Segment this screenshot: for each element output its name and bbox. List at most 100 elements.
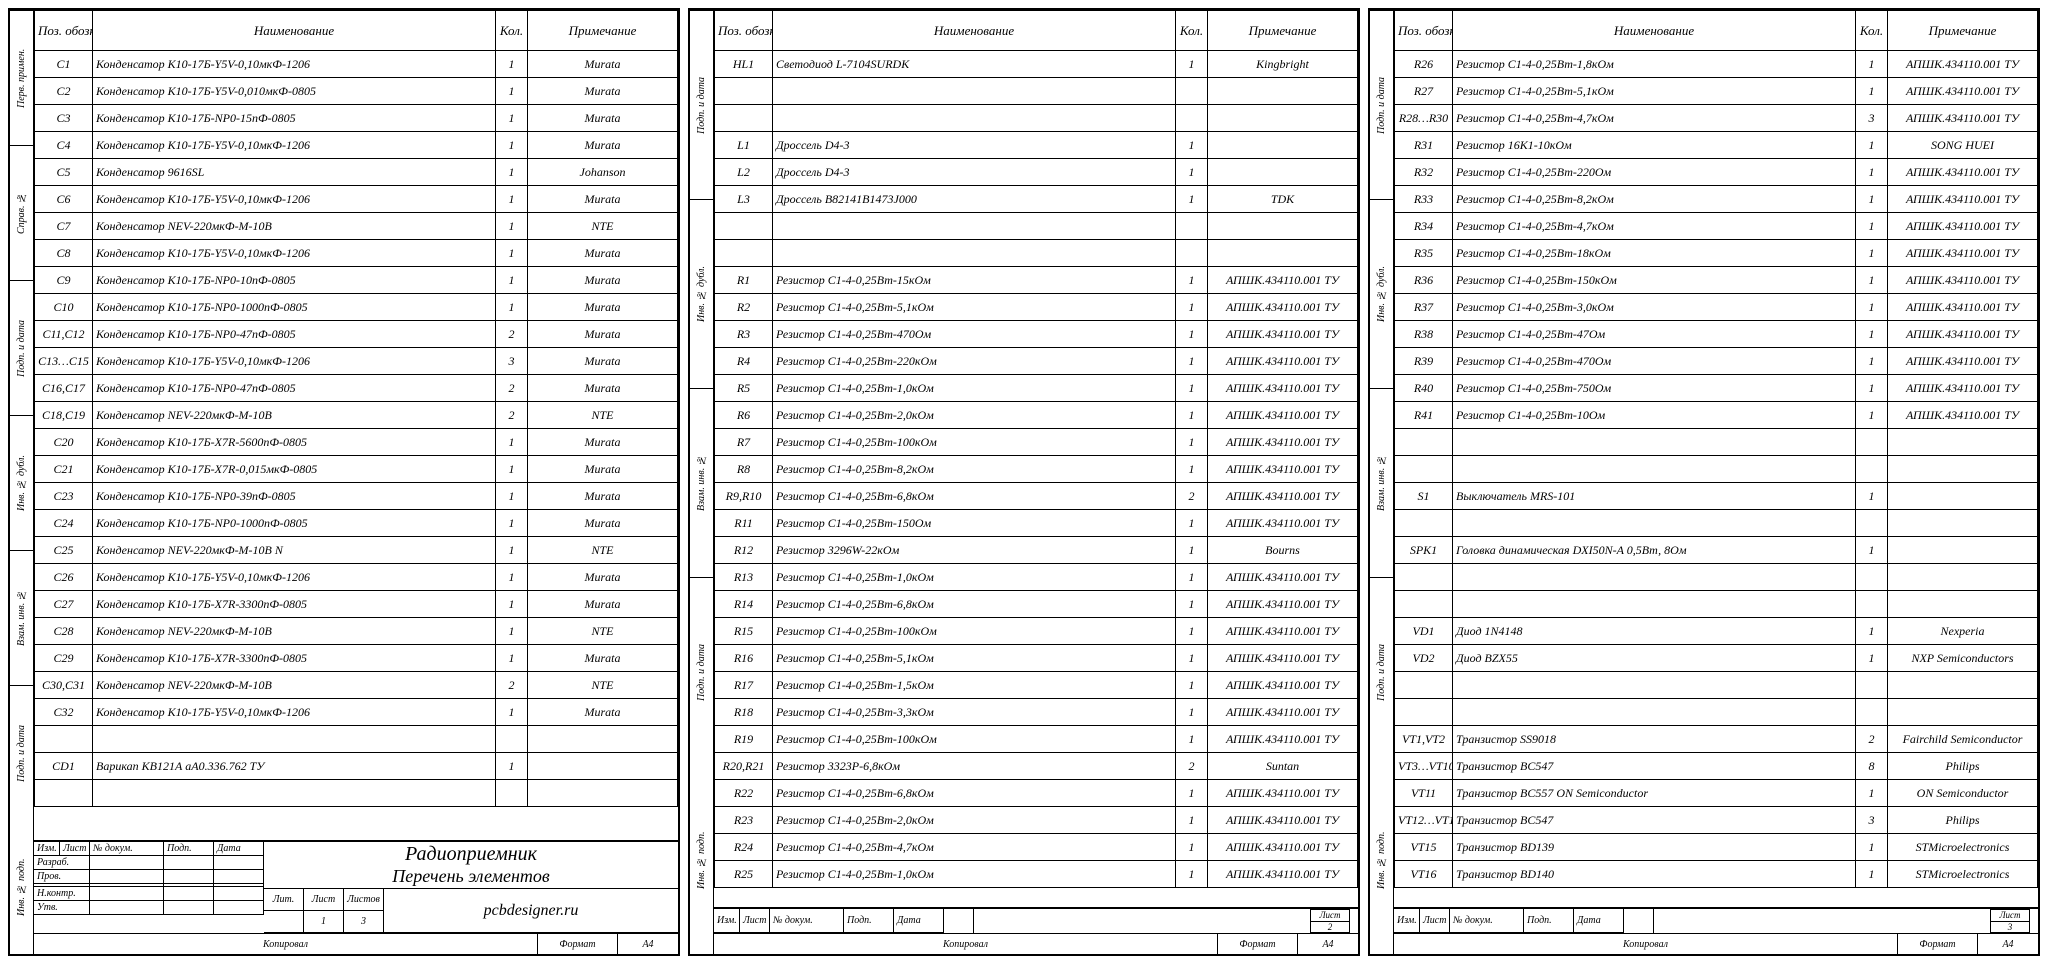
format-val: A4 bbox=[618, 934, 678, 954]
cell-pos: C30,C31 bbox=[35, 672, 93, 699]
cell-pos: R33 bbox=[1395, 186, 1453, 213]
cell-note: АПШК.434110.001 ТУ bbox=[1208, 375, 1358, 402]
table-row: C5Конденсатор 9616SL1Johanson bbox=[35, 159, 678, 186]
cell-qty: 8 bbox=[1856, 753, 1888, 780]
cell-pos bbox=[35, 726, 93, 753]
cell-note bbox=[1888, 456, 2038, 483]
cell-qty: 1 bbox=[1176, 456, 1208, 483]
cell-pos: C20 bbox=[35, 429, 93, 456]
cell-note: Murata bbox=[528, 429, 678, 456]
sheet-1: Перв. примен.Справ. №Подп. и датаИнв. № … bbox=[8, 8, 680, 956]
lit-label: Лит. bbox=[264, 889, 304, 911]
header-qty: Кол. bbox=[496, 11, 528, 51]
footer-1: Копировал Формат A4 bbox=[34, 933, 678, 954]
cell-note: АПШК.434110.001 ТУ bbox=[1888, 105, 2038, 132]
table-row: R28…R30Резистор С1-4-0,25Вт-4,7кОм3АПШК.… bbox=[1395, 105, 2038, 132]
cell-qty bbox=[1856, 429, 1888, 456]
cell-pos bbox=[1395, 429, 1453, 456]
cell-pos bbox=[1395, 591, 1453, 618]
cell-pos bbox=[715, 240, 773, 267]
format-label: Формат bbox=[538, 934, 618, 954]
cell-name: Резистор С1-4-0,25Вт-150кОм bbox=[1453, 267, 1856, 294]
cell-qty: 1 bbox=[496, 564, 528, 591]
sheet-3: Подп. и датаИнв. № дубл.Взам. инв. №Подп… bbox=[1368, 8, 2040, 956]
cell-name bbox=[1453, 429, 1856, 456]
table-row: R35Резистор С1-4-0,25Вт-18кОм1АПШК.43411… bbox=[1395, 240, 2038, 267]
cell-name: Выключатель MRS-101 bbox=[1453, 483, 1856, 510]
cell-pos: R32 bbox=[1395, 159, 1453, 186]
cell-name bbox=[1453, 510, 1856, 537]
cell-name: Светодиод L-7104SURDK bbox=[773, 51, 1176, 78]
cell-note: Murata bbox=[528, 699, 678, 726]
cell-qty: 1 bbox=[1176, 294, 1208, 321]
table-row: R19Резистор С1-4-0,25Вт-100кОм1АПШК.4341… bbox=[715, 726, 1358, 753]
cell-name: Конденсатор К10-17Б-Y5V-0,10мкФ-1206 bbox=[93, 240, 496, 267]
cell-qty: 1 bbox=[496, 753, 528, 780]
cell-name bbox=[1453, 456, 1856, 483]
cell-note bbox=[1208, 78, 1358, 105]
cell-name bbox=[93, 726, 496, 753]
cell-note bbox=[1888, 429, 2038, 456]
cell-pos: C11,C12 bbox=[35, 321, 93, 348]
cell-qty: 1 bbox=[1176, 159, 1208, 186]
table-row bbox=[1395, 429, 2038, 456]
sidebar-label: Инв. № подп. bbox=[690, 766, 713, 954]
table-row: VD2Диод BZX551NXP Semiconductors bbox=[1395, 645, 2038, 672]
bom-table-3: Поз. обознач. Наименование Кол. Примечан… bbox=[1394, 10, 2038, 888]
cell-pos: R7 bbox=[715, 429, 773, 456]
cell-qty: 1 bbox=[1856, 132, 1888, 159]
list-label-3: Лист bbox=[1991, 910, 2029, 922]
table-row: R8Резистор С1-4-0,25Вт-8,2кОм1АПШК.43411… bbox=[715, 456, 1358, 483]
table-row: C21Конденсатор К10-17Б-X7R-0,015мкФ-0805… bbox=[35, 456, 678, 483]
cell-qty: 1 bbox=[1176, 510, 1208, 537]
table-row: R12Резистор 3296W-22кОм1Bourns bbox=[715, 537, 1358, 564]
cell-name: Резистор С1-4-0,25Вт-3,3кОм bbox=[773, 699, 1176, 726]
table-row: R15Резистор С1-4-0,25Вт-100кОм1АПШК.4341… bbox=[715, 618, 1358, 645]
cell-note bbox=[1888, 672, 2038, 699]
cell-qty: 1 bbox=[1856, 861, 1888, 888]
cell-note: Murata bbox=[528, 591, 678, 618]
cell-qty: 1 bbox=[1176, 645, 1208, 672]
table-row: R20,R21Резистор 3323P-6,8кОм2Suntan bbox=[715, 753, 1358, 780]
cell-name: Резистор С1-4-0,25Вт-15кОм bbox=[773, 267, 1176, 294]
cell-pos: VT1,VT2 bbox=[1395, 726, 1453, 753]
table-row: R26Резистор С1-4-0,25Вт-1,8кОм1АПШК.4341… bbox=[1395, 51, 2038, 78]
cell-qty: 1 bbox=[1856, 402, 1888, 429]
cell-qty: 1 bbox=[496, 159, 528, 186]
cell-pos: VT15 bbox=[1395, 834, 1453, 861]
tb-doc: № докум. bbox=[90, 842, 164, 856]
table-row: R25Резистор С1-4-0,25Вт-1,0кОм1АПШК.4341… bbox=[715, 861, 1358, 888]
main-title: Радиоприемник bbox=[405, 843, 537, 866]
cell-note: Murata bbox=[528, 375, 678, 402]
cell-pos bbox=[1395, 564, 1453, 591]
table-row: C9Конденсатор К10-17Б-NP0-10пФ-08051Mura… bbox=[35, 267, 678, 294]
cell-qty: 1 bbox=[1856, 294, 1888, 321]
cell-note: Murata bbox=[528, 294, 678, 321]
table-row: R41Резистор С1-4-0,25Вт-10Ом1АПШК.434110… bbox=[1395, 402, 2038, 429]
cell-name: Конденсатор К10-17Б-Y5V-0,10мкФ-1206 bbox=[93, 132, 496, 159]
table-row: R23Резистор С1-4-0,25Вт-2,0кОм1АПШК.4341… bbox=[715, 807, 1358, 834]
cell-pos: C26 bbox=[35, 564, 93, 591]
cell-pos: C21 bbox=[35, 456, 93, 483]
tb-data: Дата bbox=[214, 842, 264, 856]
cell-note: Nexperia bbox=[1888, 618, 2038, 645]
cell-name: Конденсатор NEV-220мкФ-М-10В bbox=[93, 402, 496, 429]
header-pos: Поз. обознач. bbox=[35, 11, 93, 51]
role-label: Пров. bbox=[34, 870, 90, 884]
cell-qty: 3 bbox=[1856, 807, 1888, 834]
table-row: R36Резистор С1-4-0,25Вт-150кОм1АПШК.4341… bbox=[1395, 267, 2038, 294]
cell-qty: 1 bbox=[1856, 213, 1888, 240]
cell-name bbox=[1453, 564, 1856, 591]
cell-name: Резистор С1-4-0,25Вт-10Ом bbox=[1453, 402, 1856, 429]
cell-name bbox=[93, 780, 496, 807]
cell-qty: 2 bbox=[496, 321, 528, 348]
cell-qty: 1 bbox=[1176, 564, 1208, 591]
cell-name: Резистор С1-4-0,25Вт-470Ом bbox=[1453, 348, 1856, 375]
cell-pos bbox=[1395, 510, 1453, 537]
cell-name: Резистор С1-4-0,25Вт-4,7кОм bbox=[773, 834, 1176, 861]
tb-izm: Изм. bbox=[34, 842, 60, 856]
cell-pos: R41 bbox=[1395, 402, 1453, 429]
cell-name bbox=[773, 105, 1176, 132]
cell-qty: 1 bbox=[496, 699, 528, 726]
cell-note: Fairchild Semiconductor bbox=[1888, 726, 2038, 753]
